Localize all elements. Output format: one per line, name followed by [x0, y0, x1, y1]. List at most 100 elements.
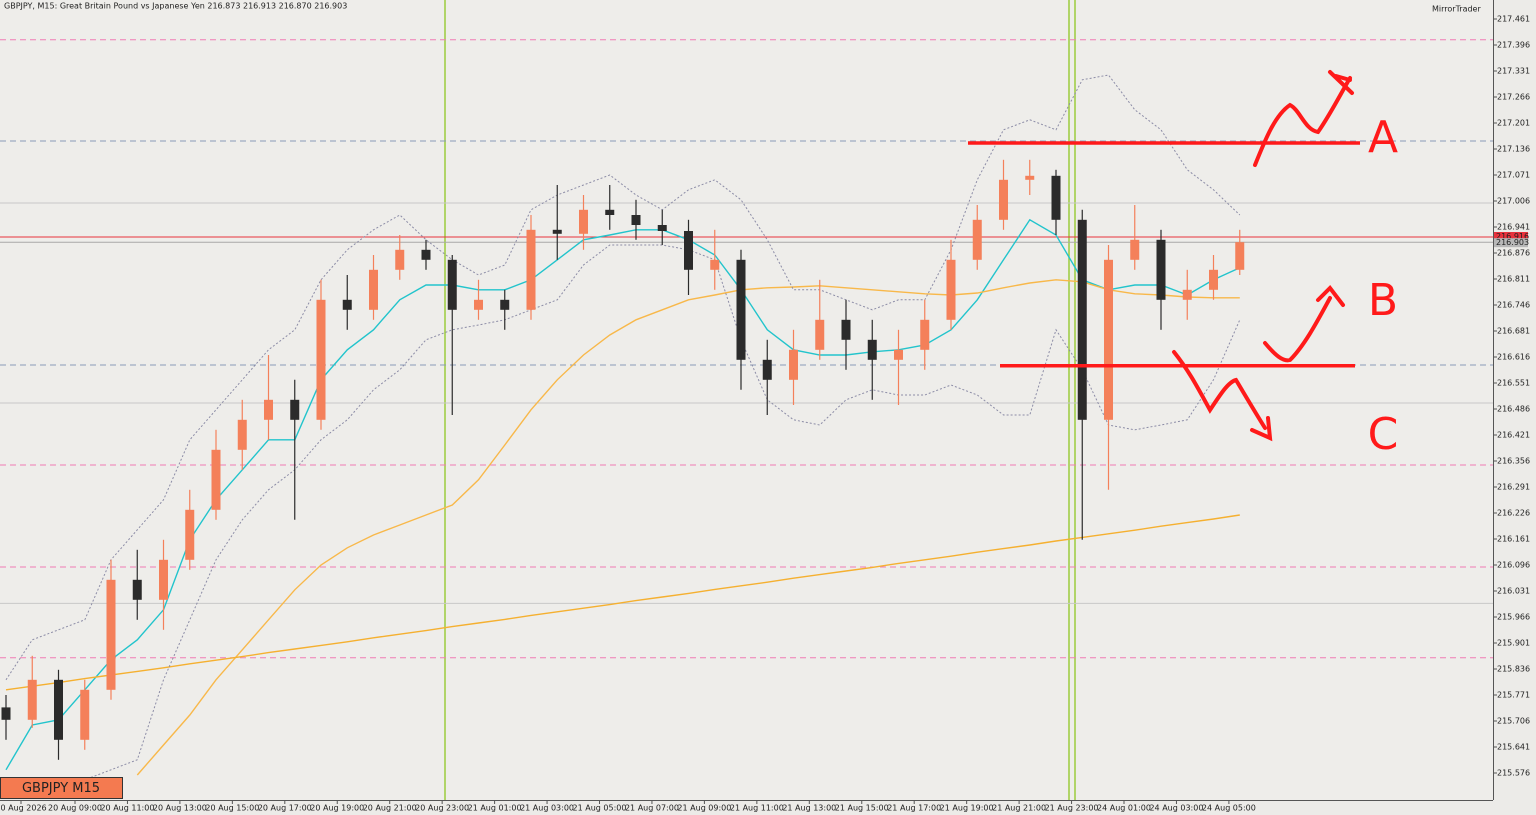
- x-tick-label: 21 Aug 23:00: [1045, 804, 1099, 813]
- x-tick-label: 21 Aug 19:00: [940, 804, 994, 813]
- candle-body: [1104, 259, 1113, 420]
- candle-body: [946, 259, 956, 320]
- candle-body: [762, 359, 772, 380]
- indicator-line: [5, 74, 1241, 681]
- x-tick-label: 21 Aug 07:00: [625, 804, 679, 813]
- y-tick-label: 215.836: [1497, 665, 1530, 674]
- bid-price-box: [1494, 238, 1528, 248]
- y-tick-label: 216.551: [1497, 379, 1530, 388]
- candle-body: [552, 229, 562, 234]
- x-tick-label: 21 Aug 17:00: [887, 804, 941, 813]
- candle-body: [1156, 239, 1166, 300]
- y-tick-label: 216.876: [1497, 249, 1530, 258]
- candle-body: [290, 399, 300, 420]
- y-tick-label: 215.771: [1497, 691, 1530, 700]
- y-tick-label: 216.811: [1497, 275, 1530, 284]
- chart-header: GBPJPY, M15: Great Britain Pound vs Japa…: [4, 2, 347, 11]
- candle-body: [421, 249, 431, 260]
- x-tick-label: 20 Aug 11:00: [100, 804, 154, 813]
- candle-body: [526, 229, 536, 310]
- scenario-label: B: [1368, 275, 1398, 326]
- candle-body: [264, 399, 273, 420]
- x-tick-label: 21 Aug 13:00: [782, 804, 836, 813]
- x-tick-label: 24 Aug 05:00: [1202, 804, 1256, 813]
- y-tick-label: 216.031: [1497, 587, 1530, 596]
- indicator-line: [136, 279, 1240, 776]
- candle-body: [605, 209, 615, 215]
- y-tick-label: 216.161: [1497, 535, 1530, 544]
- candle-body: [1051, 175, 1061, 220]
- y-tick-label: 215.576: [1497, 769, 1530, 778]
- x-tick-label: 21 Aug 03:00: [520, 804, 574, 813]
- x-tick-label: 20 Aug 17:00: [258, 804, 312, 813]
- candle-body: [972, 219, 982, 260]
- candle-body: [185, 509, 195, 560]
- brand: MirrorTrader: [1432, 5, 1481, 14]
- arrow-down-c: [1172, 350, 1267, 430]
- x-tick-label: 20 Aug 19:00: [310, 804, 364, 813]
- x-tick-label: 21 Aug 21:00: [992, 804, 1046, 813]
- x-tick-label: 20 Aug 23:00: [415, 804, 469, 813]
- y-tick-label: 217.006: [1497, 197, 1530, 206]
- axes: 217.461 217.396 217.331 217.266 217.201 217.1…: [0, 15, 1530, 813]
- x-tick-label: 21 Aug 09:00: [677, 804, 731, 813]
- indicator-line: [5, 514, 1240, 691]
- y-tick-label: 215.901: [1497, 639, 1530, 648]
- y-tick-label: 215.641: [1497, 743, 1530, 752]
- x-tick-label: 20 Aug 2026: [0, 804, 47, 813]
- arrowhead: [1250, 416, 1273, 442]
- x-tick-label: 20 Aug 15:00: [205, 804, 259, 813]
- candle-body: [736, 259, 746, 360]
- y-tick-label: 217.266: [1497, 93, 1530, 102]
- bid-price-label: 216.903: [1496, 238, 1529, 247]
- ask-price-box: [1494, 232, 1528, 241]
- candle-body: [579, 209, 588, 234]
- y-tick-label: 217.071: [1497, 171, 1530, 180]
- candle-body: [684, 231, 693, 270]
- candle-body: [789, 349, 798, 380]
- y-tick-label: 216.226: [1497, 509, 1530, 518]
- candle-body: [815, 319, 825, 350]
- scenario-label: C: [1368, 409, 1399, 460]
- x-tick-label: 20 Aug 13:00: [153, 804, 207, 813]
- y-tick-label: 217.396: [1497, 41, 1530, 50]
- candle-body: [894, 349, 903, 360]
- candle-body: [920, 319, 930, 350]
- x-tick-label: 20 Aug 09:00: [48, 804, 102, 813]
- x-tick-label: 21 Aug 15:00: [835, 804, 889, 813]
- x-tick-label: 20 Aug 21:00: [363, 804, 417, 813]
- x-tick-label: 21 Aug 01:00: [468, 804, 522, 813]
- candle-body: [474, 299, 483, 310]
- y-tick-label: 216.421: [1497, 431, 1530, 440]
- candle-body: [132, 579, 142, 600]
- x-tick-label: 24 Aug 03:00: [1149, 804, 1203, 813]
- candle-body: [159, 559, 168, 600]
- candle-body: [1182, 289, 1192, 300]
- candle-body: [657, 225, 667, 231]
- y-tick-label: 217.461: [1497, 15, 1530, 24]
- indicator-line: [5, 244, 1241, 791]
- candle-body: [1209, 269, 1218, 290]
- candle-body: [316, 299, 326, 420]
- y-tick-label: 217.136: [1497, 145, 1530, 154]
- arrow-up-a: [1253, 76, 1352, 167]
- x-tick-label: 24 Aug 01:00: [1097, 804, 1151, 813]
- y-tick-label: 217.331: [1497, 67, 1530, 76]
- candle-body: [631, 215, 641, 225]
- candle-body: [867, 339, 877, 360]
- arrow-up-b: [1263, 296, 1332, 363]
- y-tick-label: 216.486: [1497, 405, 1530, 414]
- y-tick-label: 216.356: [1497, 457, 1530, 466]
- y-tick-label: 215.706: [1497, 717, 1530, 726]
- candle-body: [106, 579, 116, 690]
- plot-area: [0, 0, 1493, 800]
- candle-body: [342, 299, 352, 310]
- candle-body: [841, 319, 851, 340]
- x-tick-label: 21 Aug 05:00: [573, 804, 627, 813]
- y-tick-label: 216.941: [1497, 223, 1530, 232]
- candle-body: [500, 299, 510, 310]
- candle-body: [80, 689, 90, 740]
- candle-body: [369, 269, 378, 310]
- y-tick-label: 217.201: [1497, 119, 1530, 128]
